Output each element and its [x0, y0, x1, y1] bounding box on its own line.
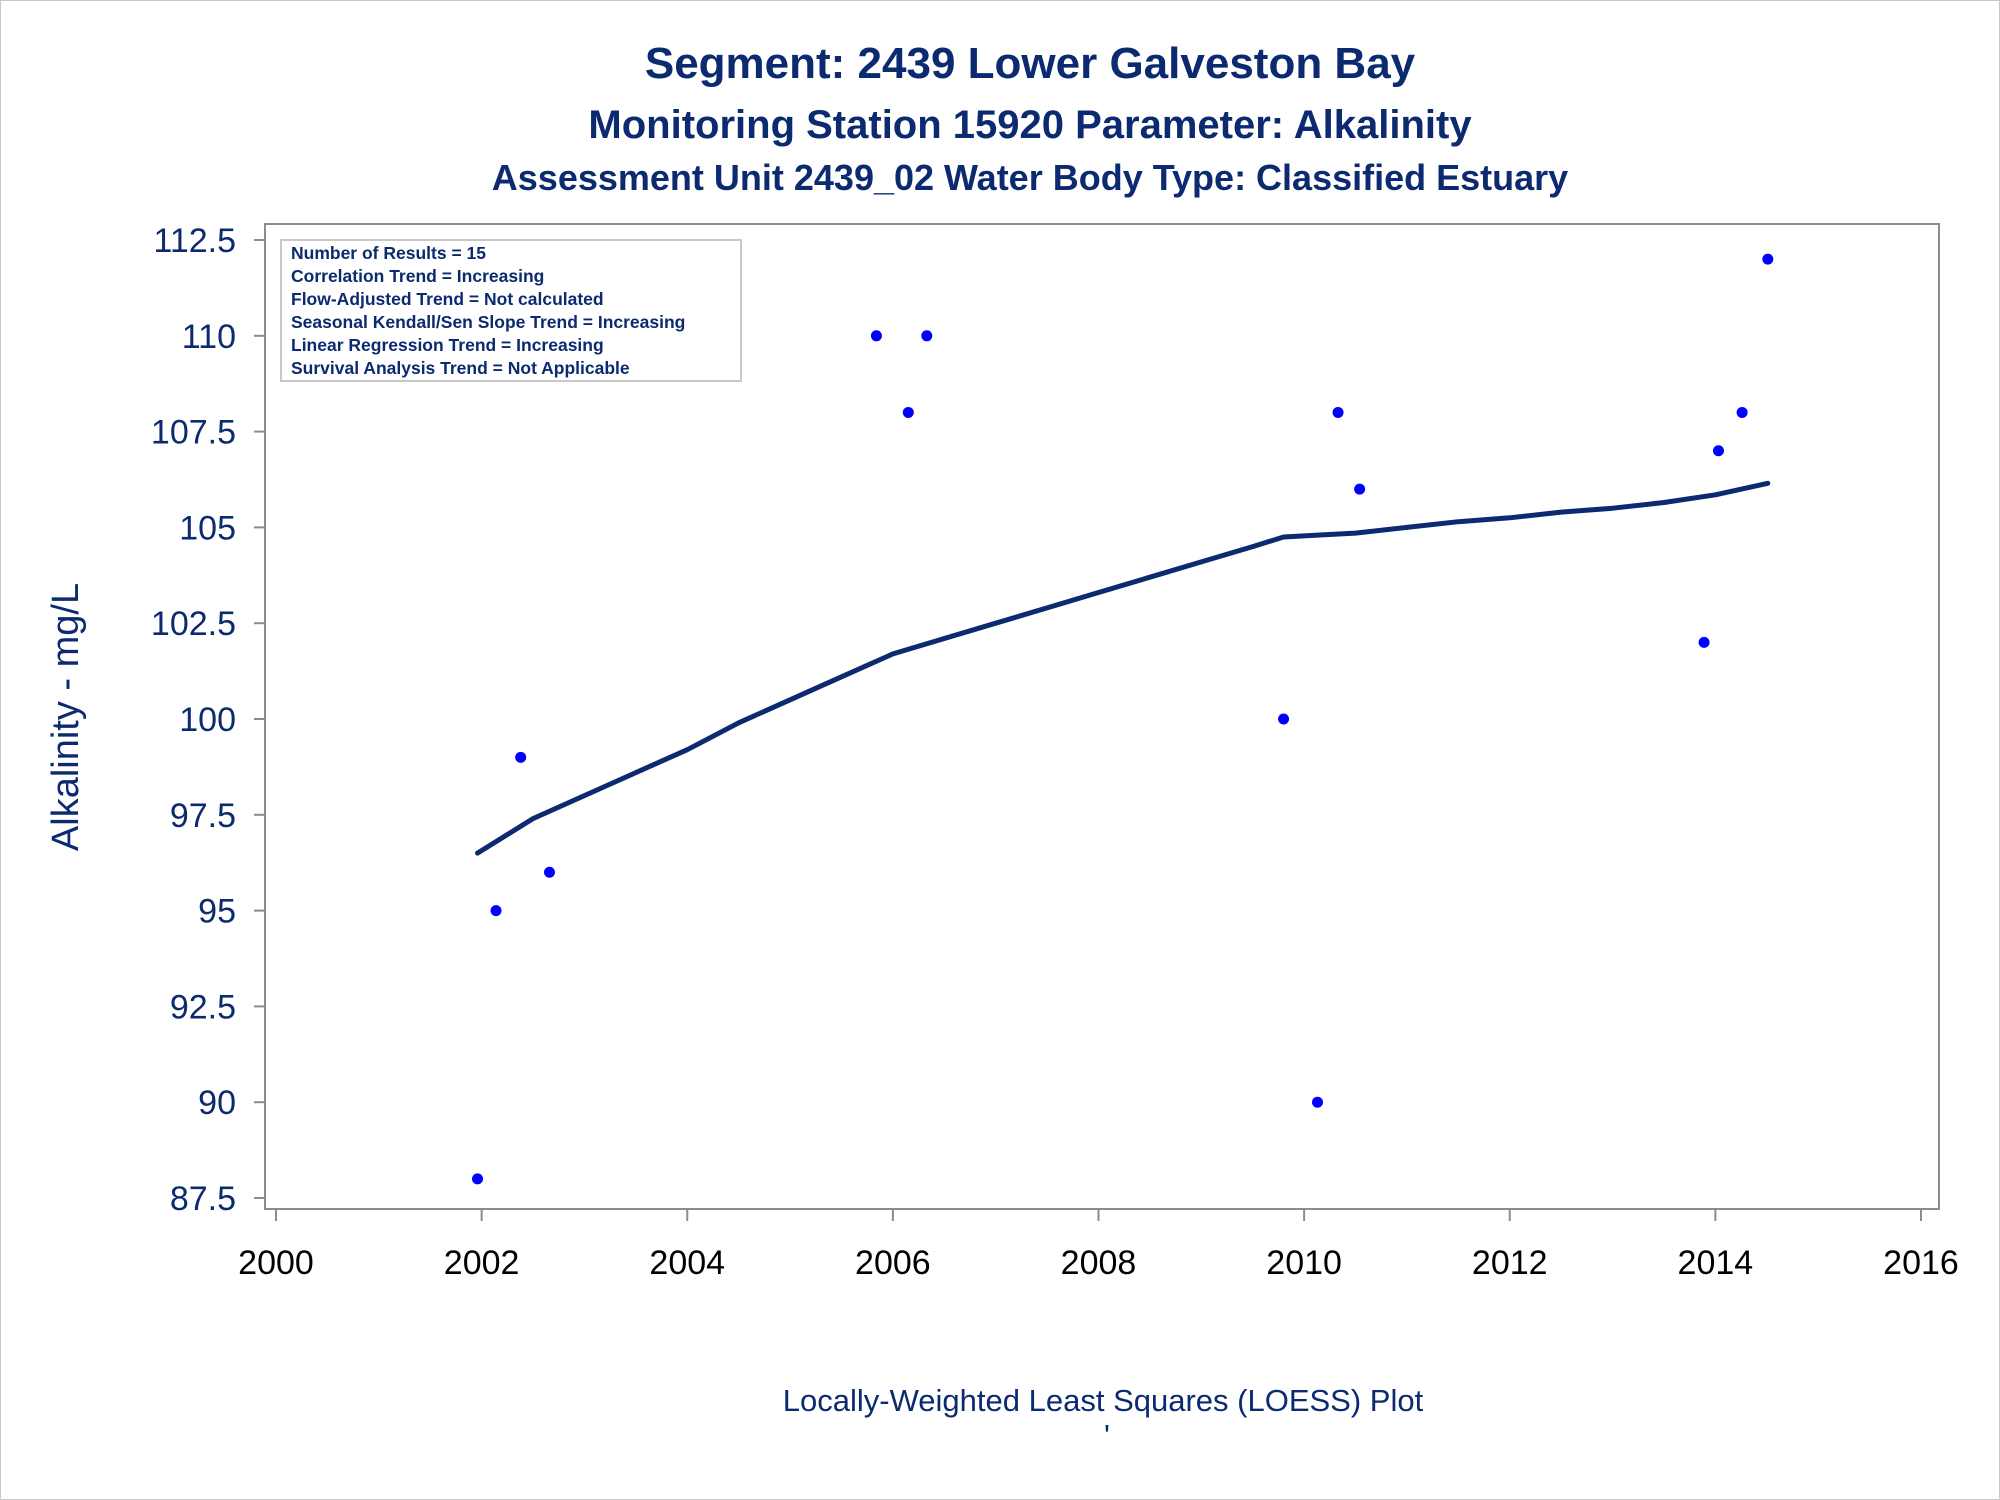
stats-lines: Number of Results = 15 Correlation Trend …: [291, 243, 685, 378]
stats-line: Correlation Trend = Increasing: [291, 266, 544, 286]
data-point: [1762, 253, 1774, 265]
stats-line: Linear Regression Trend = Increasing: [291, 335, 604, 355]
data-point: [515, 751, 527, 763]
y-tick-label: 92.5: [170, 988, 236, 1026]
footnote-mark: ': [1104, 1418, 1110, 1453]
y-axis: 87.5 90 92.5 95 97.5 100 102.5 105 107.5 110 112.5: [151, 222, 265, 1218]
stats-line: Flow-Adjusted Trend = Not calculated: [291, 289, 604, 309]
data-point: [490, 905, 502, 917]
y-tick-label: 107.5: [151, 414, 236, 452]
x-tick-label: 2016: [1883, 1244, 1959, 1282]
footnote: Locally-Weighted Least Squares (LOESS) P…: [783, 1383, 1424, 1418]
y-tick-label: 97.5: [170, 797, 236, 835]
data-points: [472, 253, 1774, 1185]
stats-box: [280, 239, 742, 382]
data-point: [921, 330, 933, 342]
data-point: [472, 1173, 484, 1185]
x-tick-label: 2010: [1266, 1244, 1342, 1282]
data-point: [870, 330, 882, 342]
y-tick-label: 90: [198, 1084, 236, 1122]
data-point: [1311, 1096, 1323, 1108]
x-tick-label: 2000: [238, 1244, 314, 1282]
plot-area: [264, 223, 1940, 1210]
data-point: [543, 866, 555, 878]
y-tick-label: 105: [179, 509, 236, 547]
chart-subtitle-assessment: Assessment Unit 2439_02 Water Body Type:…: [492, 157, 1568, 198]
x-tick-label: 2012: [1472, 1244, 1548, 1282]
x-tick-label: 2004: [649, 1244, 725, 1282]
y-tick-label: 112.5: [153, 222, 236, 260]
data-point: [1736, 406, 1748, 418]
data-point: [1332, 406, 1344, 418]
x-tick-label: 2014: [1678, 1244, 1754, 1282]
y-tick-label: 100: [179, 701, 236, 739]
stats-line: Number of Results = 15: [291, 243, 486, 263]
x-tick-label: 2002: [444, 1244, 520, 1282]
x-tick-label: 2006: [855, 1244, 931, 1282]
y-tick-label: 102.5: [151, 605, 236, 643]
chart-title: Segment: 2439 Lower Galveston Bay: [645, 39, 1416, 88]
y-tick-label: 87.5: [170, 1180, 236, 1218]
stats-line: Survival Analysis Trend = Not Applicable: [291, 358, 630, 378]
y-axis-label: Alkalinity - mg/L: [45, 583, 87, 851]
x-tick-label: 2008: [1061, 1244, 1137, 1282]
data-point: [1698, 636, 1710, 648]
loess-line: [475, 480, 1771, 856]
stats-line: Seasonal Kendall/Sen Slope Trend = Incre…: [291, 312, 685, 332]
data-point: [1278, 713, 1290, 725]
x-axis: 2000 2002 2004 2006 2008 2010 2012 2014 2016: [238, 1209, 1959, 1282]
y-tick-label: 95: [198, 893, 236, 931]
data-point: [1354, 483, 1366, 495]
y-tick-label: 110: [182, 318, 236, 356]
data-point: [1712, 445, 1724, 457]
data-point: [902, 406, 914, 418]
chart-subtitle-station: Monitoring Station 15920 Parameter: Alka…: [588, 103, 1472, 147]
